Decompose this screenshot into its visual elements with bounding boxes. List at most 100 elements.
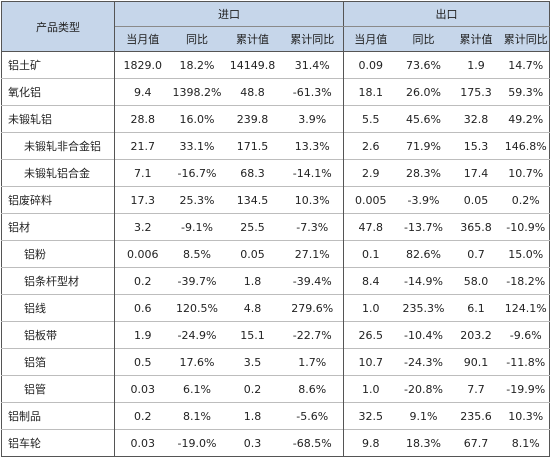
table-cell: -61.3% [281, 78, 344, 106]
table-cell: 18.2% [179, 58, 215, 72]
table-row: 铝粉 0.006 8.5% 0.05 27.1% 0.1 82.6% 0.7 15.0% [1, 240, 550, 268]
table-cell: 8.1% [511, 436, 540, 450]
table-cell: 0.3 [243, 436, 262, 450]
table-cell: 16.0% [179, 112, 215, 126]
export-monthly-header: 当月值 [343, 26, 398, 52]
table-row: 铝板带 1.9 -24.9% 15.1 -22.7% 26.5 -10.4% 203.2 -9.… [1, 321, 550, 349]
table-cell: 28.3% [406, 166, 441, 180]
table-cell: 1.8 [243, 409, 262, 423]
export-cumulative-yoy-header: 累计同比 [502, 26, 550, 52]
table-cell: 171.5 [236, 139, 269, 153]
table-cell: 9.1% [409, 409, 438, 423]
table-row: 铝条杆型材 0.2 -39.7% 1.8 -39.4% 8.4 -14.9% 58.0 -18.… [1, 267, 550, 295]
table-row: 未锻轧铝合金 7.1 -16.7% 68.3 -14.1% 2.9 28.3% 17.4 10.… [1, 159, 550, 187]
import-cumulative-header: 累计值 [223, 26, 282, 52]
table-cell: 0.2 [134, 274, 152, 288]
table-cell: 10.7% [508, 166, 544, 180]
table-cell: 32.5 [358, 409, 384, 423]
table-cell: 49.2% [508, 112, 544, 126]
table-cell: 235.3% [402, 301, 445, 315]
export-cumulative-header: 累计值 [449, 26, 503, 52]
table-cell: 13.3% [281, 132, 344, 160]
export-group-header: 出口 [343, 1, 550, 27]
table-cell: 9.4 [134, 85, 152, 99]
table-row: 铝土矿 1829.0 18.2% 14149.8 31.4% 0.09 73.6% 1.9 14… [1, 51, 550, 79]
table-cell: 0.09 [358, 58, 384, 72]
table-cell: -14.9% [404, 274, 443, 288]
table-cell: -13.7% [404, 220, 443, 234]
table-cell: 2.9 [362, 166, 380, 180]
export-yoy-header: 同比 [397, 26, 450, 52]
row-label: 铝车轮 [1, 429, 115, 457]
table-cell: 15.3 [463, 139, 489, 153]
table-cell: -7.3% [281, 213, 344, 241]
table-row: 铝废碎料 17.3 25.3% 134.5 10.3% 0.005 -3.9% 0.05 0.2… [1, 186, 550, 214]
table-cell: -39.4% [281, 267, 344, 295]
table-cell: -16.7% [177, 166, 217, 180]
table-cell: 17.4 [463, 166, 489, 180]
table-cell: 6.1% [183, 382, 211, 396]
table-row: 铝线 0.6 120.5% 4.8 279.6% 1.0 235.3% 6.1 124.1% [1, 294, 550, 322]
table-body: 铝土矿 1829.0 18.2% 14149.8 31.4% 0.09 73.6% 1.9 14… [1, 51, 550, 457]
table-cell: 10.3% [281, 186, 344, 214]
import-yoy-header: 同比 [170, 26, 224, 52]
row-label: 铝条杆型材 [1, 267, 115, 295]
table-cell: -20.8% [404, 382, 443, 396]
table-cell: 71.9% [406, 139, 441, 153]
row-label: 氧化铝 [1, 78, 115, 106]
table-cell: 1398.2% [172, 85, 222, 99]
table-cell: 1.0 [362, 382, 380, 396]
table-cell: -68.5% [281, 429, 344, 457]
table-header: 产品类型 进口 出口 当月值 同比 累计值 累计同比 当月值 同比 累计值 累计… [1, 1, 550, 52]
table-cell: 15.1 [240, 328, 265, 342]
table-cell: 82.6% [406, 247, 441, 261]
row-label: 未锻轧铝 [1, 105, 115, 133]
table-cell: 32.8 [463, 112, 489, 126]
table-cell: 120.5% [176, 301, 218, 315]
row-label: 铝废碎料 [1, 186, 115, 214]
table-cell: 0.6 [134, 301, 152, 315]
table-cell: 279.6% [281, 294, 344, 322]
row-label: 铝材 [1, 213, 115, 241]
table-cell: 0.05 [463, 193, 489, 207]
table-cell: 27.1% [281, 240, 344, 268]
table-cell: -9.6% [509, 328, 542, 342]
table-cell: 25.5 [240, 220, 265, 234]
table-cell: -18.2% [506, 274, 546, 288]
table-cell: -11.8% [506, 355, 546, 369]
table-cell: 68.3 [240, 166, 265, 180]
table-cell: 7.7 [467, 382, 485, 396]
table-cell: 1.9 [467, 58, 485, 72]
table-cell: 0.7 [467, 247, 485, 261]
table-cell: 0.1 [362, 247, 380, 261]
row-label: 铝土矿 [1, 51, 115, 79]
table-cell: 1.0 [362, 301, 380, 315]
table-cell: 67.7 [463, 436, 489, 450]
table-row: 铝制品 0.2 8.1% 1.8 -5.6% 32.5 9.1% 235.6 10.3% [1, 402, 550, 430]
table-cell: 0.006 [127, 247, 159, 261]
table-cell: 7.1 [134, 166, 152, 180]
table-cell: 365.8 [460, 220, 492, 234]
table-cell: 45.6% [406, 112, 441, 126]
table-cell: 25.3% [179, 193, 215, 207]
import-cumulative-yoy-header: 累计同比 [281, 26, 344, 52]
table-cell: 134.5 [236, 193, 269, 207]
table-row: 铝箔 0.5 17.6% 3.5 1.7% 10.7 -24.3% 90.1 -11.8% [1, 348, 550, 376]
table-cell: -22.7% [281, 321, 344, 349]
table-cell: 14149.8 [229, 58, 276, 72]
table-cell: 26.0% [406, 85, 441, 99]
row-label: 未锻轧非合金铝 [1, 132, 115, 160]
table-cell: 21.7 [130, 139, 156, 153]
table-cell: -10.4% [404, 328, 443, 342]
table-cell: 58.0 [463, 274, 489, 288]
table-cell: 48.8 [240, 85, 265, 99]
table-cell: 73.6% [406, 58, 441, 72]
product-type-header: 产品类型 [1, 1, 115, 52]
table-cell: 3.9% [281, 105, 344, 133]
table-cell: 203.2 [460, 328, 492, 342]
table-cell: -39.7% [177, 274, 217, 288]
table-cell: 0.03 [130, 436, 156, 450]
table-cell: 9.8 [362, 436, 380, 450]
